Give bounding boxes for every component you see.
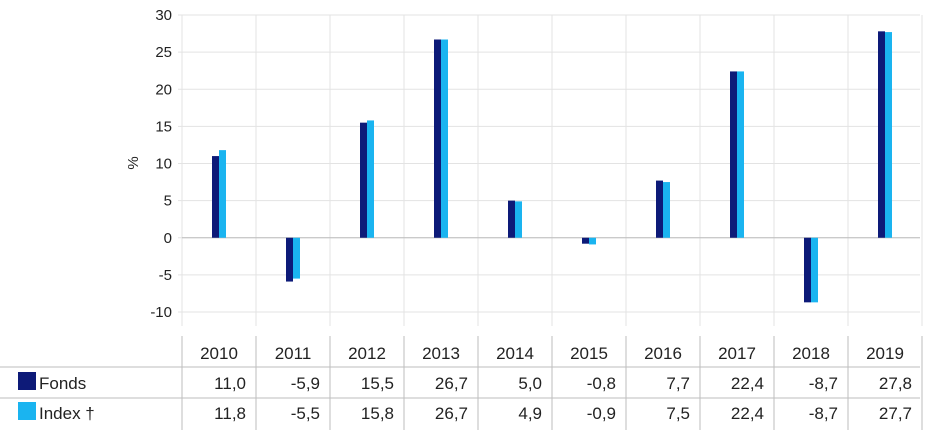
table-cell: 27,8 <box>879 374 912 393</box>
table-cell: 15,8 <box>361 404 394 423</box>
legend-label-index: Index † <box>39 404 95 423</box>
y-axis-ticks: 30 25 20 15 10 5 0 -5 -10 <box>150 7 172 321</box>
y-tick-label: 15 <box>155 118 172 135</box>
bar-fonds-2013 <box>434 39 441 238</box>
y-tick-label: 5 <box>164 193 172 210</box>
grid-lines <box>178 14 923 326</box>
bar-index-2010 <box>219 150 226 238</box>
bar-fonds-2017 <box>730 71 737 238</box>
table-header-2012: 2012 <box>348 344 386 363</box>
bars <box>212 31 892 303</box>
y-tick-label: 25 <box>155 44 172 61</box>
bar-index-2012 <box>367 120 374 238</box>
y-tick-label: 10 <box>155 156 172 173</box>
table-cell: 7,7 <box>666 374 690 393</box>
y-tick-label: 30 <box>155 7 172 24</box>
table-cell: 26,7 <box>435 374 468 393</box>
legend-label-fonds: Fonds <box>39 374 86 393</box>
y-tick-label: 0 <box>164 230 172 247</box>
bar-fonds-2016 <box>656 180 663 238</box>
table-cell: 27,7 <box>879 404 912 423</box>
bar-index-2018 <box>811 237 818 303</box>
bar-fonds-2010 <box>212 156 219 238</box>
table-cell: 7,5 <box>666 404 690 423</box>
table-cell: 11,0 <box>214 374 246 393</box>
table-cell: 26,7 <box>435 404 468 423</box>
table-cell: -0,9 <box>587 404 616 423</box>
table-header-2017: 2017 <box>718 344 756 363</box>
bar-index-2013 <box>441 39 448 238</box>
table-cell: 15,5 <box>361 374 394 393</box>
table-cell: -8,7 <box>809 374 838 393</box>
table-cell: -8,7 <box>809 404 838 423</box>
table-header-2018: 2018 <box>792 344 830 363</box>
bar-index-2011 <box>293 237 300 279</box>
bar-fonds-2011 <box>286 237 293 282</box>
legend-swatch-fonds <box>18 372 36 390</box>
bar-fonds-2019 <box>878 31 885 238</box>
bar-index-2017 <box>737 71 744 238</box>
table-header-2015: 2015 <box>570 344 608 363</box>
y-tick-label: 20 <box>155 81 172 98</box>
table-header-2011: 2011 <box>275 344 312 363</box>
table-header-2014: 2014 <box>496 344 534 363</box>
bar-fonds-2014 <box>508 200 515 238</box>
bar-fonds-2018 <box>804 237 811 303</box>
table-cell: 5,0 <box>518 374 542 393</box>
table-cell: 22,4 <box>731 404 764 423</box>
table-cell: -5,9 <box>291 374 320 393</box>
table-cell: -5,5 <box>291 404 320 423</box>
table-header-2013: 2013 <box>422 344 460 363</box>
y-tick-label: -5 <box>159 267 172 284</box>
data-table: 2010 2011 2012 2013 2014 2015 2016 2017 2018 2019… <box>0 336 923 430</box>
table-header-2016: 2016 <box>644 344 682 363</box>
bar-index-2019 <box>885 32 892 238</box>
table-header-2019: 2019 <box>866 344 904 363</box>
bar-index-2016 <box>663 182 670 238</box>
bar-index-2014 <box>515 201 522 238</box>
bar-index-2015 <box>589 237 596 245</box>
table-cell: -0,8 <box>587 374 616 393</box>
table-cell: 11,8 <box>214 404 246 423</box>
table-cell: 4,9 <box>518 404 542 423</box>
y-tick-label: -10 <box>150 304 172 321</box>
table-header-2010: 2010 <box>200 344 238 363</box>
table-cell: 22,4 <box>731 374 764 393</box>
y-axis-label: % <box>125 156 142 169</box>
legend-swatch-index <box>18 402 36 420</box>
bar-fonds-2015 <box>582 237 589 244</box>
bar-fonds-2012 <box>360 122 367 238</box>
